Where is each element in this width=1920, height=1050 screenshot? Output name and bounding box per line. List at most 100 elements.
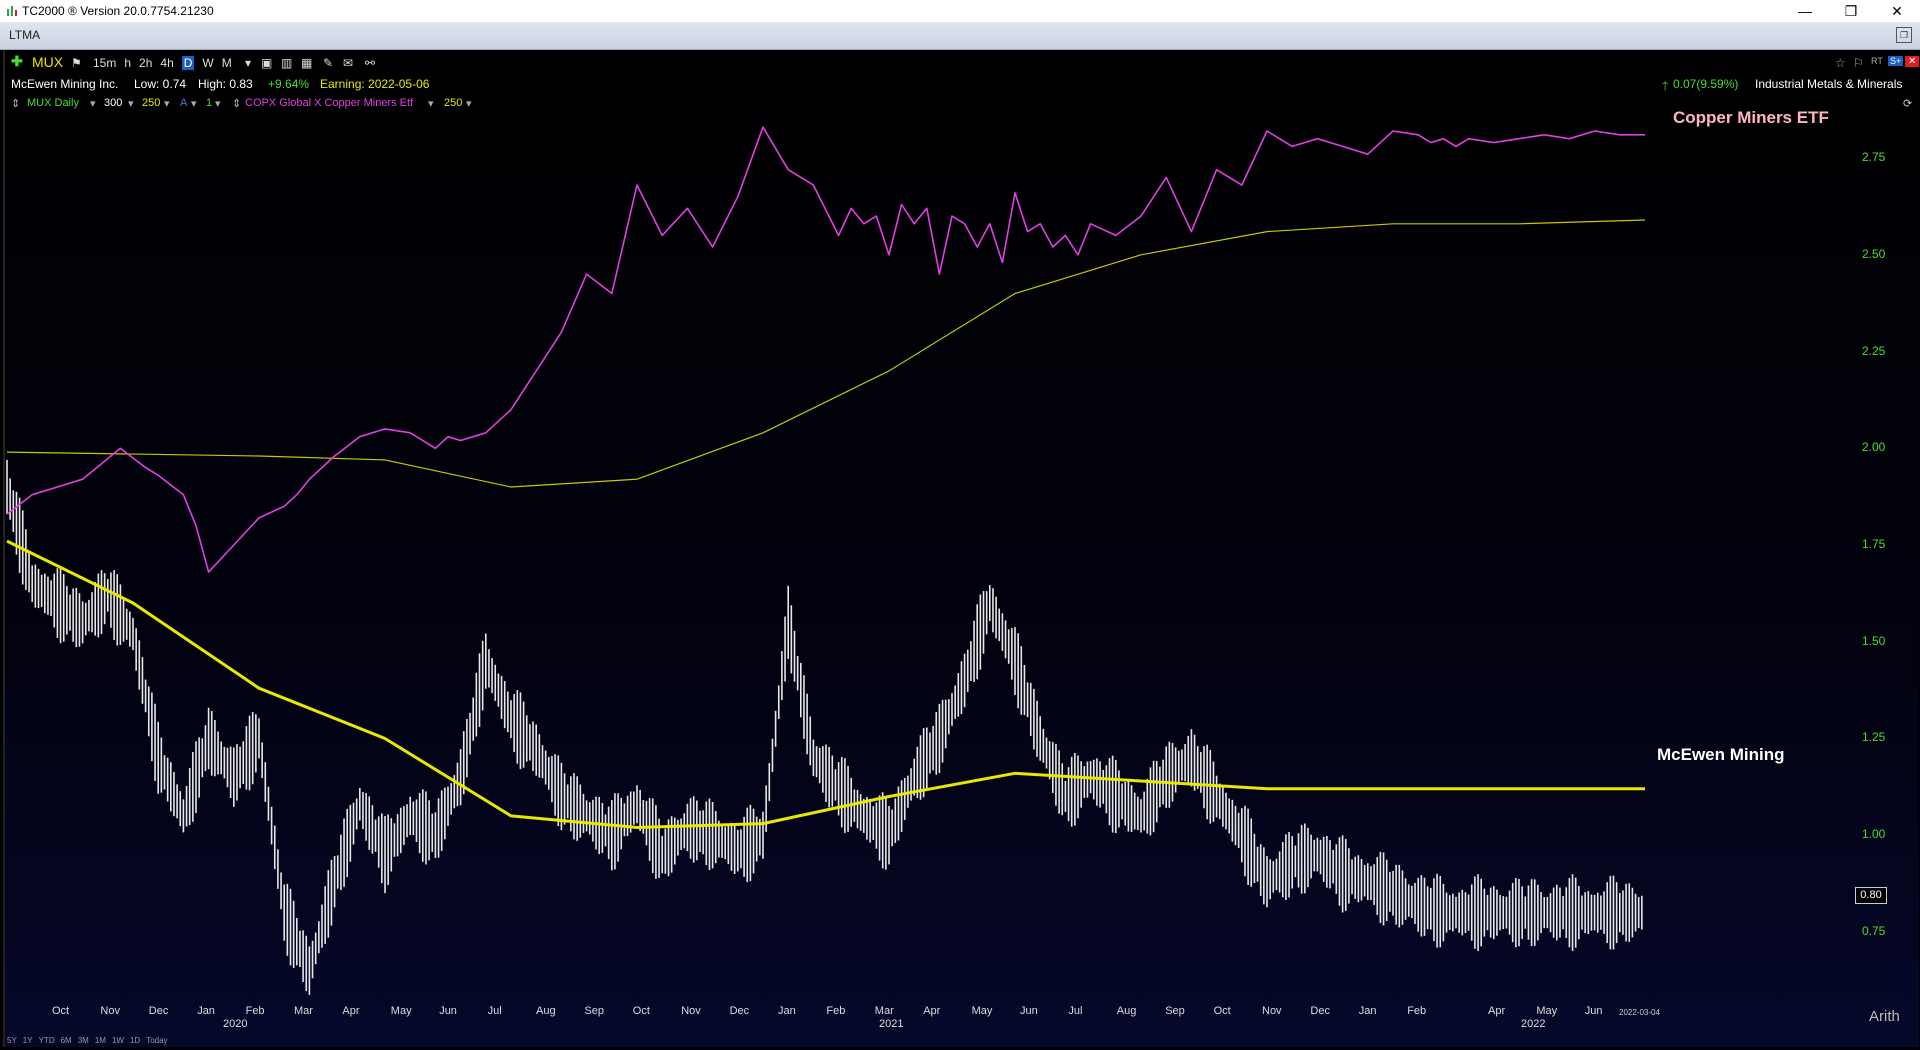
industry-label[interactable]: Industrial Metals & Minerals (1755, 77, 1903, 91)
range-1y[interactable]: 1Y (22, 1036, 33, 1045)
copx-price-line (6, 126, 1645, 573)
x-tick-label: Feb (826, 1005, 846, 1017)
window-titlebar: TC2000 ® Version 20.0.7754.21230 — ❐ ✕ (0, 0, 1920, 22)
x-tick-label: May (1536, 1005, 1558, 1017)
range-5y[interactable]: 5Y (7, 1036, 17, 1045)
timeframe-2h[interactable]: 2h (139, 56, 153, 70)
range-6m[interactable]: 6M (60, 1036, 72, 1045)
y-tick-label: 1.00 (1862, 827, 1886, 842)
timeframe-4h[interactable]: 4h (160, 56, 174, 70)
high-value: High: 0.83 (198, 77, 253, 91)
chevron-down-icon[interactable]: ▾ (466, 98, 472, 110)
star-icon[interactable]: ☆ (1835, 56, 1846, 70)
refresh-icon[interactable]: ⟳ (1903, 98, 1913, 110)
chevron-down-icon[interactable]: ▾ (90, 98, 96, 110)
close-chart-icon[interactable]: ✕ (1905, 56, 1920, 67)
change-percent: +9.64% (268, 77, 310, 91)
one-indicator[interactable]: 1 (206, 97, 213, 109)
price-chart[interactable] (5, 50, 1915, 1040)
timeframe-h[interactable]: h (124, 56, 132, 70)
x-tick-label: Oct (1213, 1005, 1231, 1017)
y-tick-label: 2.25 (1862, 343, 1886, 358)
a-indicator[interactable]: A (180, 97, 188, 109)
grid-icon[interactable]: ▦ (301, 56, 313, 70)
chevron-down-icon[interactable]: ▾ (191, 98, 197, 110)
tc2000-app-icon (7, 6, 17, 16)
company-name: McEwen Mining Inc. (11, 77, 119, 91)
y-tick-label: 1.75 (1862, 537, 1886, 551)
close-button[interactable]: ✕ (1891, 3, 1903, 19)
x-tick-label: Apr (923, 1005, 941, 1017)
x-tick-label: Jan (197, 1005, 215, 1017)
range-1m[interactable]: 1M (94, 1036, 106, 1045)
add-symbol-icon[interactable]: ✚ (11, 53, 23, 69)
range-1w[interactable]: 1W (111, 1036, 124, 1045)
range-ytd[interactable]: YTD (38, 1036, 55, 1045)
x-tick-label: Mar (294, 1005, 313, 1017)
pencil-icon[interactable]: ✎ (323, 56, 334, 70)
rt-icon[interactable]: RT (1871, 56, 1883, 66)
x-tick-label: Jul (1068, 1005, 1083, 1017)
x-tick-label: Aug (536, 1005, 556, 1017)
primary-symbol[interactable]: MUX Daily (27, 97, 79, 109)
copx-ma-250-line (6, 219, 1646, 488)
move-handle-icon[interactable]: ⇕ (232, 98, 242, 110)
tc-icon[interactable]: ▣ (261, 56, 273, 70)
mcewen-mining-annotation: McEwen Mining (1657, 745, 1785, 764)
range-1d[interactable]: 1D (129, 1036, 141, 1045)
x-tick-label: Nov (1262, 1005, 1282, 1017)
timeframe-15m[interactable]: 15m (93, 56, 117, 70)
timeframe-W[interactable]: W (202, 56, 214, 70)
chart-area[interactable]: ✚ MUX ⚑ 15m h 2h 4h D W M ▾ ▣ ▥ ▦ ✎ ✉ ⚯ ☆ ⚐ RT… (3, 50, 1920, 1047)
timeframe-D[interactable]: D (181, 56, 195, 70)
range-today[interactable]: Today (146, 1036, 168, 1045)
symbol-name[interactable]: MUX (32, 54, 64, 70)
chevron-down-icon[interactable]: ▾ (428, 98, 434, 110)
last-price-box: 0.80 (1855, 887, 1887, 904)
x-tick-label: Mar (874, 1005, 894, 1017)
x-tick-label: Jun (439, 1005, 457, 1017)
flag-icon[interactable]: ⚐ (1853, 56, 1864, 70)
y-tick-label: 2.00 (1862, 440, 1886, 455)
x-tick-label: Sep (584, 1005, 604, 1017)
x-tick-label: Dec (1310, 1005, 1330, 1017)
earning-date: Earning: 2022-05-06 (320, 77, 430, 91)
y-tick-label: 0.75 (1862, 923, 1886, 938)
move-handle-icon[interactable]: ⇕ (11, 98, 21, 110)
y-tick-label: 1.50 (1862, 633, 1886, 648)
bell-icon[interactable]: ⚑ (71, 56, 82, 70)
range-3m[interactable]: 3M (77, 1036, 89, 1045)
x-year-label: 2022 (1521, 1018, 1546, 1030)
up-arrow-icon: 🡑 (1662, 79, 1669, 93)
note-icon[interactable]: ✉ (343, 56, 354, 70)
x-tick-label: May (390, 1005, 412, 1017)
layout-tab[interactable]: LTMA (9, 28, 41, 42)
x-tick-label: Jan (1358, 1005, 1377, 1017)
chevron-down-icon[interactable]: ▾ (164, 98, 170, 110)
x-tick-label: Jul (487, 1005, 502, 1017)
s-plus-icon[interactable]: S+ (1888, 56, 1904, 66)
bars-count[interactable]: 300 (104, 97, 123, 109)
timeframe-M[interactable]: M (221, 56, 232, 70)
window-title: TC2000 ® Version 20.0.7754.21230 (22, 4, 214, 18)
x-tick-label: Nov (681, 1005, 701, 1017)
chevron-down-icon[interactable]: ▾ (128, 98, 134, 110)
x-tick-label: Oct (632, 1005, 650, 1017)
minimize-button[interactable]: — (1798, 3, 1812, 19)
ma-period[interactable]: 250 (142, 97, 161, 109)
x-tick-label: Apr (342, 1005, 360, 1017)
overlay-ma-period[interactable]: 250 (444, 97, 463, 109)
x-tick-label: May (971, 1005, 993, 1017)
restore-button[interactable]: ❐ (1844, 3, 1858, 19)
x-tick-label: Jan (778, 1005, 796, 1017)
share-icon[interactable]: ⚯ (365, 56, 376, 70)
chevron-down-icon[interactable]: ▾ (215, 98, 221, 110)
x-tick-label: Apr (1488, 1005, 1506, 1017)
x-tick-label: Oct (52, 1005, 70, 1017)
last-date-label: 2022-03-04 (1619, 1008, 1660, 1017)
dropdown-chevron-icon[interactable]: ▾ (245, 56, 252, 70)
bar-style-icon[interactable]: ▥ (281, 56, 293, 70)
restore-pane-icon[interactable]: ❐ (1896, 27, 1912, 43)
overlay-symbol[interactable]: COPX Global X Copper Miners Etf (245, 97, 414, 109)
scale-selector[interactable]: Arith (1869, 1008, 1900, 1025)
